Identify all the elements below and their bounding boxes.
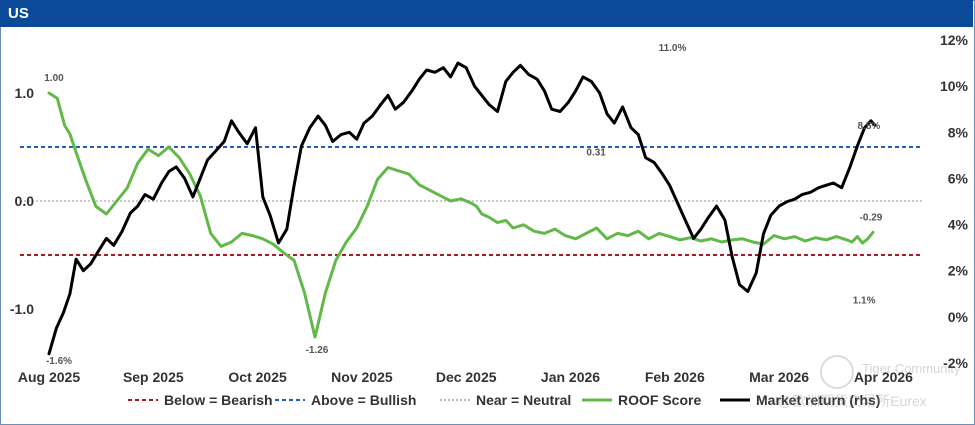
chart-title: US xyxy=(8,5,29,22)
x-tick-label: Aug 2025 xyxy=(18,369,80,385)
x-tick-label: Nov 2025 xyxy=(331,369,393,385)
data-label: 11.0% xyxy=(659,43,687,54)
right-tick-label: 6% xyxy=(948,170,969,186)
right-tick-label: 10% xyxy=(940,78,969,94)
legend-label: ROOF Score xyxy=(618,392,701,408)
left-tick-label: 0.0 xyxy=(15,193,35,209)
data-label: 1.00 xyxy=(44,73,64,84)
x-tick-label: Dec 2025 xyxy=(436,369,497,385)
market-return-line xyxy=(47,61,877,356)
x-tick-label: Feb 2026 xyxy=(645,369,705,385)
x-tick-label: Sep 2025 xyxy=(123,369,184,385)
chart-header: US xyxy=(0,0,973,27)
roof-score-line xyxy=(47,91,875,339)
right-tick-label: 4% xyxy=(948,217,969,233)
data-label: 8.5% xyxy=(857,121,880,132)
x-tick-label: Oct 2025 xyxy=(228,369,287,385)
tiger-logo-icon xyxy=(820,355,854,389)
x-tick-label: Mar 2026 xyxy=(749,369,809,385)
right-tick-label: 12% xyxy=(940,32,969,48)
right-tick-label: 2% xyxy=(948,263,969,279)
data-label: -1.6% xyxy=(46,356,72,367)
legend-label: Market return (rhs) xyxy=(756,392,880,408)
legend-label: Above = Bullish xyxy=(311,392,416,408)
right-tick-label: 0% xyxy=(948,309,969,325)
x-tick-label: Apr 2026 xyxy=(854,369,913,385)
data-label: 1.1% xyxy=(853,295,876,306)
x-tick-label: Jan 2026 xyxy=(541,369,600,385)
watermark-line2: @欧洲期货交易所Eurex xyxy=(778,393,927,409)
legend-label: Near = Neutral xyxy=(476,392,571,408)
watermark-line1: Tiger Community xyxy=(862,361,961,376)
left-tick-label: -1.0 xyxy=(10,301,34,317)
right-tick-label: -2% xyxy=(943,355,968,371)
data-label: 0.31 xyxy=(586,148,606,159)
data-label: -0.29 xyxy=(860,212,883,223)
data-label: -1.26 xyxy=(306,345,329,356)
watermark: Tiger Community @欧洲期货交易所Eurex xyxy=(778,355,968,415)
right-tick-label: 8% xyxy=(948,124,969,140)
legend-label: Below = Bearish xyxy=(164,392,273,408)
left-tick-label: 1.0 xyxy=(15,85,35,101)
